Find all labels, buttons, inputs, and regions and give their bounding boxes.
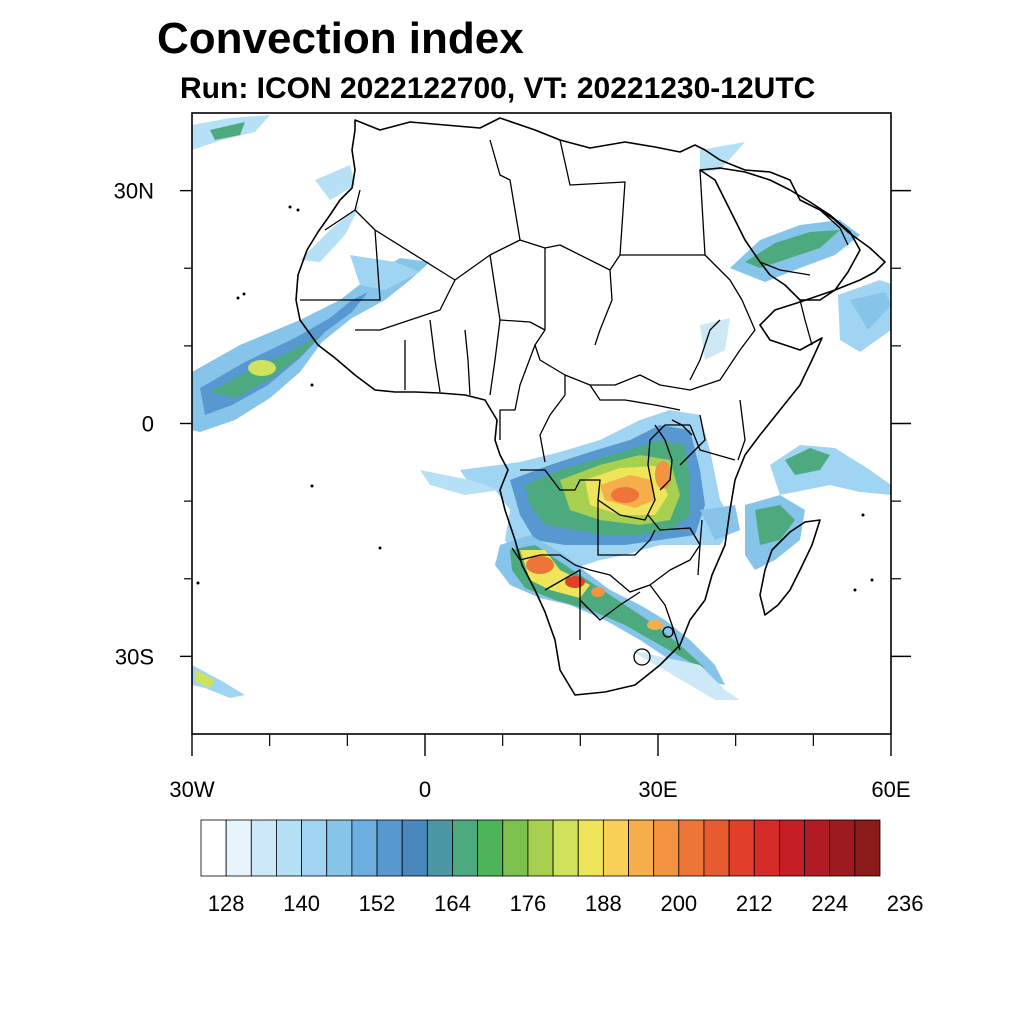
colorbar-box xyxy=(703,819,730,877)
convection-region-south-atlantic xyxy=(192,665,245,698)
colorbar-box xyxy=(225,819,252,877)
axis-tick-labels: 30N 0 30S 30W 0 30E 60E xyxy=(114,179,911,802)
colorbar-box xyxy=(653,819,680,877)
colorbar-box xyxy=(477,819,504,877)
colorbar-box xyxy=(552,819,579,877)
lat-tick-label: 30S xyxy=(115,644,154,669)
colorbar-box xyxy=(200,819,227,877)
colorbar-box xyxy=(527,819,554,877)
colorbar-box xyxy=(351,819,378,877)
coastlines xyxy=(295,117,886,696)
convection-region-southern-africa xyxy=(420,410,740,700)
colorbar-label: 212 xyxy=(736,891,773,916)
islands xyxy=(196,205,874,592)
colorbar-box xyxy=(602,819,629,877)
colorbar-box xyxy=(502,819,529,877)
colorbar-box xyxy=(728,819,755,877)
colorbar-labels: 128 140 152 164 176 188 200 212 224 236 xyxy=(208,891,924,916)
lat-tick-label: 30N xyxy=(114,179,154,204)
colorbar-label: 224 xyxy=(811,891,848,916)
country-borders xyxy=(300,139,849,666)
colorbar-box xyxy=(854,819,881,877)
colorbar-box xyxy=(753,819,780,877)
map-frame xyxy=(191,112,892,735)
colorbar-label: 140 xyxy=(283,891,320,916)
colorbar-label: 188 xyxy=(585,891,622,916)
colorbar-label: 236 xyxy=(887,891,924,916)
axis-ticks xyxy=(180,189,911,756)
colorbar-label: 152 xyxy=(359,891,396,916)
colorbar-box xyxy=(804,819,831,877)
convection-region-west-africa xyxy=(192,115,430,432)
colorbar-box xyxy=(326,819,353,877)
colorbar-box xyxy=(376,819,403,877)
lon-tick-label: 30E xyxy=(638,777,677,802)
colorbar-box xyxy=(678,819,705,877)
lon-tick-label: 30W xyxy=(169,777,214,802)
colorbar-label: 128 xyxy=(208,891,245,916)
convection-region-indian-ocean xyxy=(745,445,891,570)
colorbar-label: 176 xyxy=(510,891,547,916)
colorbar-box xyxy=(452,819,479,877)
colorbar-box xyxy=(628,819,655,877)
convection-field xyxy=(192,115,891,700)
colorbar-label: 164 xyxy=(434,891,471,916)
colorbar-box xyxy=(301,819,328,877)
colorbar-label: 200 xyxy=(660,891,697,916)
colorbar-box xyxy=(426,819,453,877)
colorbar-box xyxy=(250,819,277,877)
plot-subtitle: Run: ICON 2022122700, VT: 20221230-12UTC xyxy=(180,72,816,105)
plot-title: Convection index xyxy=(157,14,524,63)
colorbar xyxy=(200,819,881,877)
colorbar-box xyxy=(779,819,805,877)
convection-region-arabia xyxy=(700,142,891,360)
colorbar-box xyxy=(276,819,302,877)
colorbar-box xyxy=(577,819,604,877)
colorbar-box xyxy=(829,819,856,877)
lon-tick-label: 0 xyxy=(419,777,431,802)
lat-tick-label: 0 xyxy=(142,412,154,437)
lon-tick-label: 60E xyxy=(871,777,910,802)
colorbar-box xyxy=(401,819,428,877)
